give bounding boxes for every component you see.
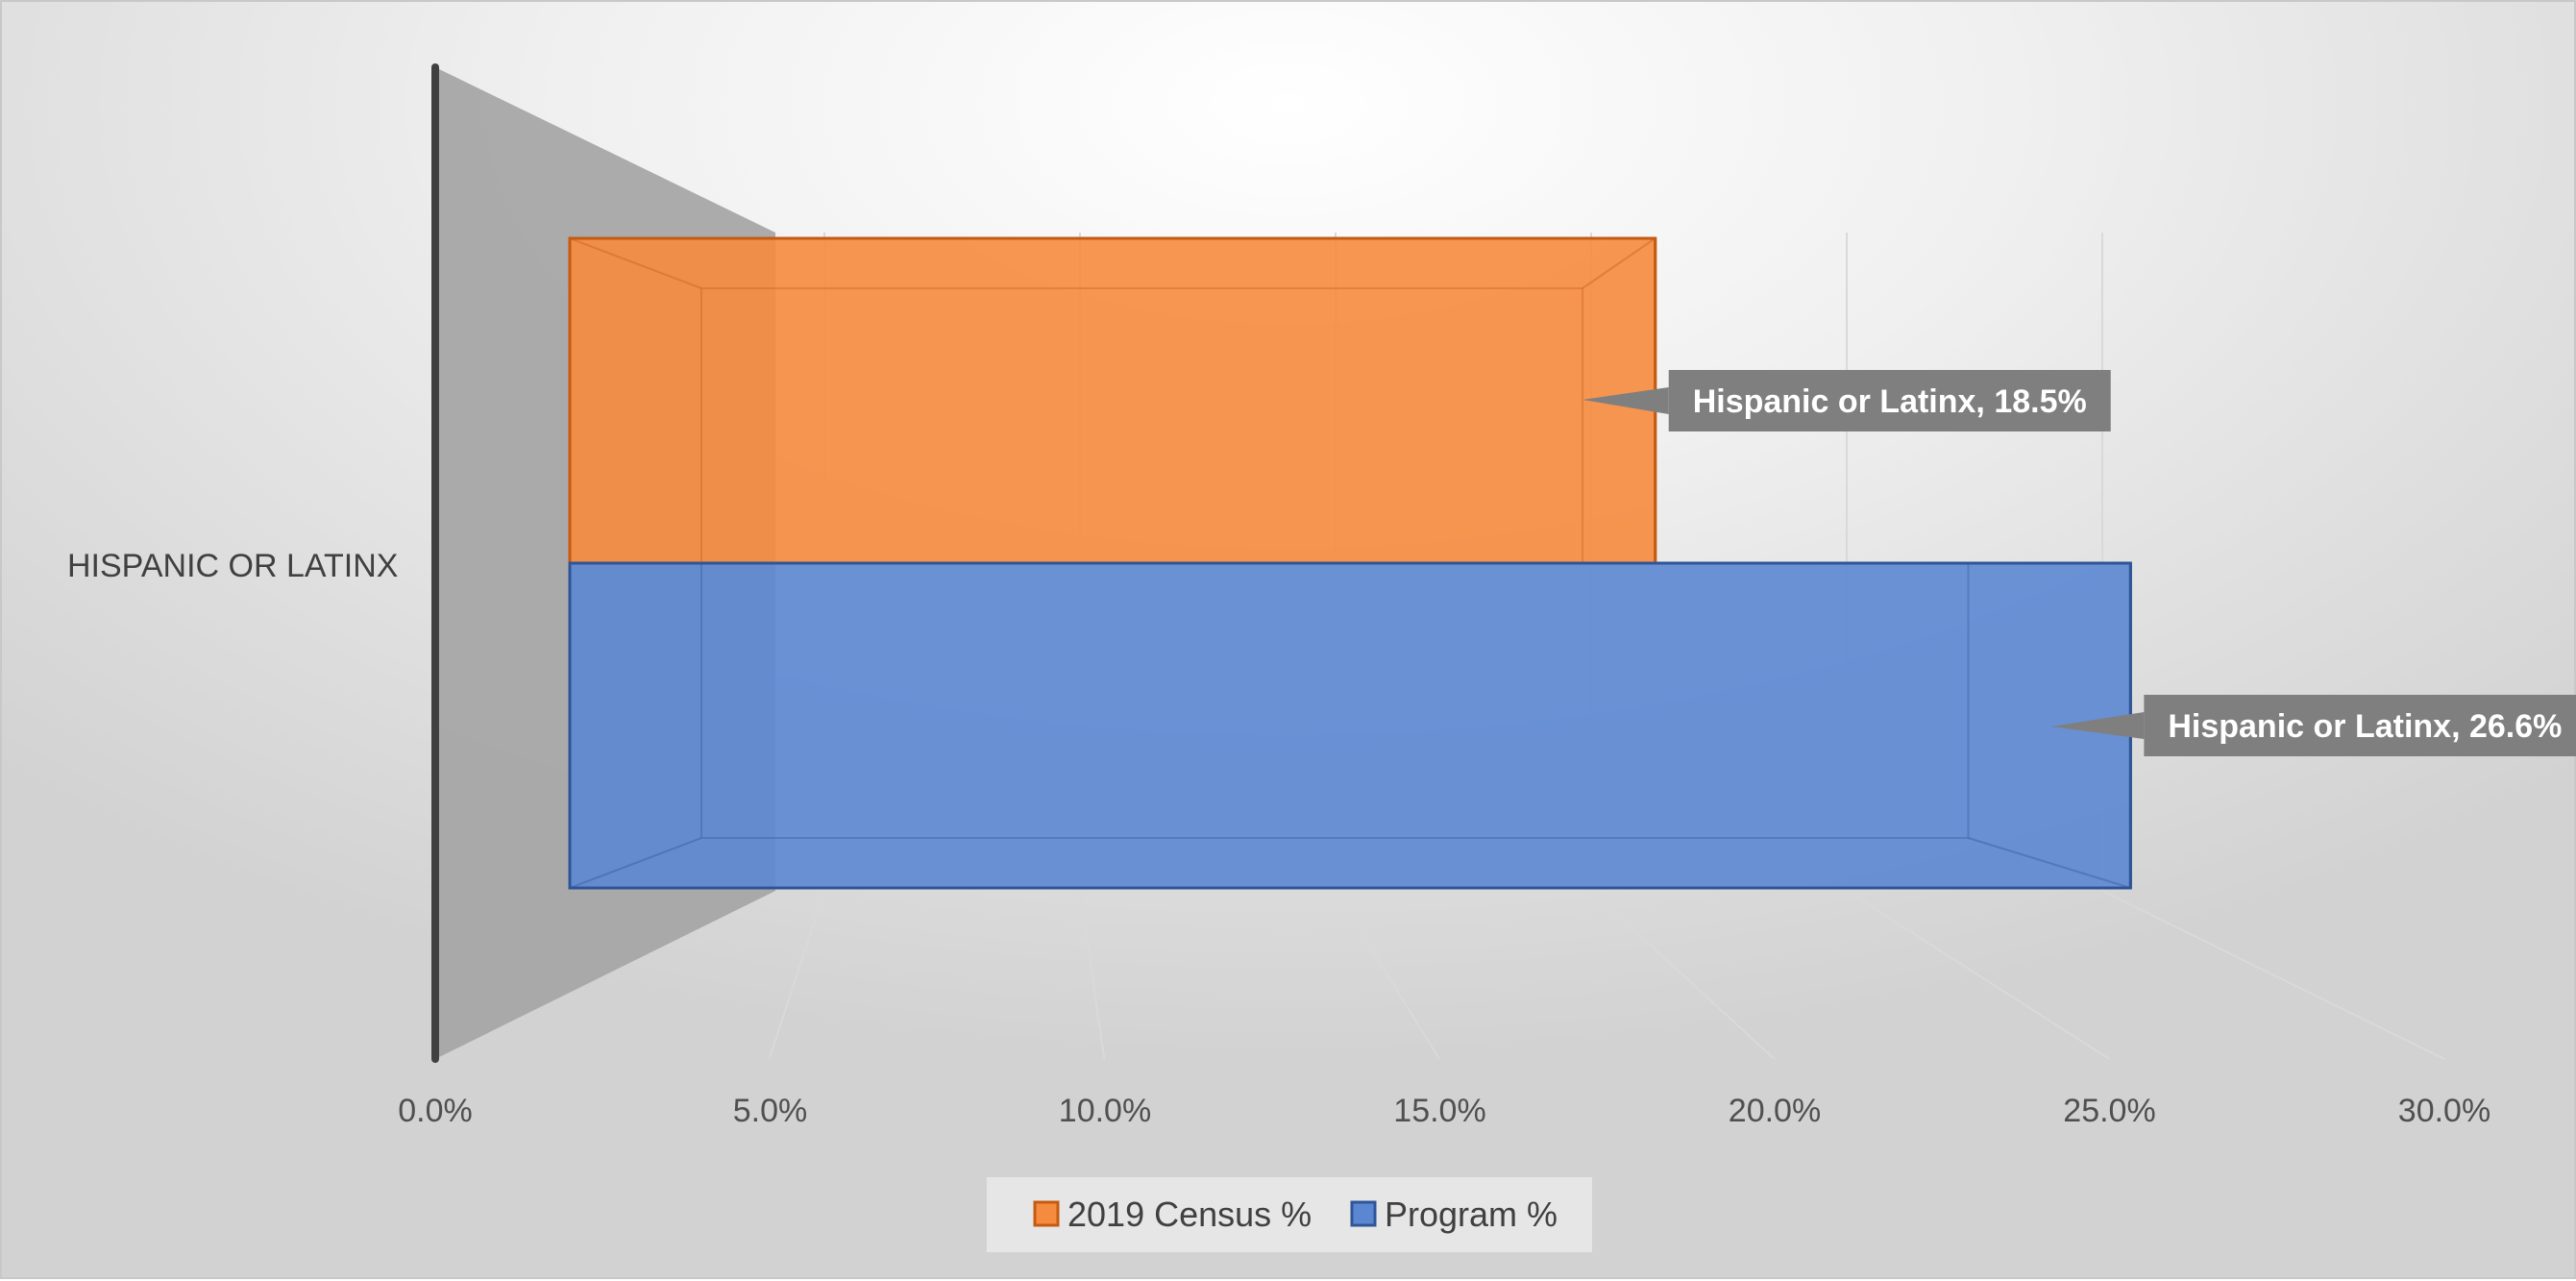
bar-depth-edge — [569, 237, 702, 289]
x-tick-label: 15.0% — [1393, 1093, 1485, 1129]
x-tick-label: 10.0% — [1059, 1093, 1151, 1129]
data-label: Hispanic or Latinx, 18.5% — [1693, 383, 2087, 420]
data-label-callout — [1582, 387, 1669, 414]
legend: 2019 Census % Program % — [987, 1177, 1592, 1252]
bar-depth-edge — [1968, 837, 2131, 889]
gridline-floor — [768, 890, 825, 1060]
data-label-callout — [2051, 712, 2145, 739]
legend-box — [987, 1177, 1592, 1252]
legend-item: 2019 Census % — [1067, 1195, 1312, 1234]
gridline-floor — [1590, 890, 1776, 1060]
bar-program — [568, 561, 2132, 890]
data-label-box — [2144, 695, 2576, 756]
x-tick-label: 20.0% — [1729, 1093, 1821, 1129]
bar-depth-edge — [1582, 237, 1656, 289]
bar-depth-edge — [569, 837, 702, 889]
gridline-floor — [1335, 890, 1440, 1060]
gridline-floor — [1079, 890, 1106, 1060]
x-tick-label: 5.0% — [733, 1093, 808, 1129]
legend-swatch — [1033, 1200, 1060, 1227]
x-tick-label: 25.0% — [2063, 1093, 2155, 1129]
gridline-floor — [2101, 890, 2445, 1060]
bar-census — [568, 236, 1657, 565]
data-label-box — [1668, 370, 2111, 431]
bar-front-face — [568, 561, 2132, 890]
legend-swatch — [1350, 1200, 1377, 1227]
x-tick-label: 0.0% — [398, 1093, 473, 1129]
category-label: HISPANIC OR LATINX — [67, 548, 398, 584]
gridline-floor — [1846, 890, 2110, 1060]
legend-item: Program % — [1385, 1195, 1558, 1234]
x-tick-label: 30.0% — [2398, 1093, 2490, 1129]
bar-front-face — [568, 236, 1657, 565]
bar-back-edge — [700, 562, 1970, 839]
data-label: Hispanic or Latinx, 26.6% — [2168, 708, 2562, 745]
